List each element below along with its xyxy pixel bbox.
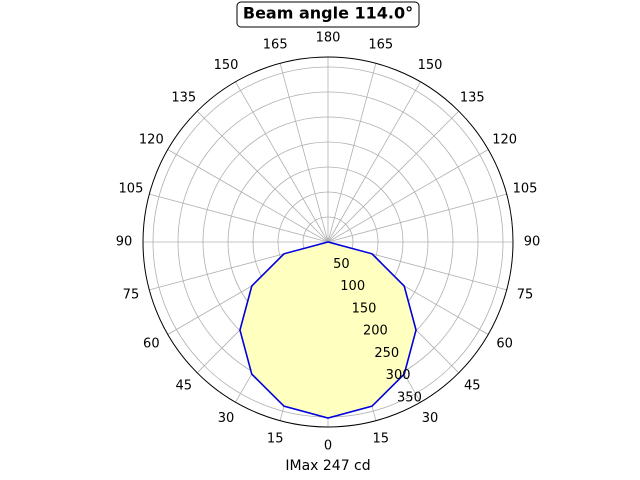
grid-spoke	[327, 63, 377, 243]
r-tick-label: 300	[386, 368, 411, 383]
theta-tick-label: 15	[373, 432, 390, 447]
r-tick-label: 350	[397, 390, 422, 405]
theta-tick-label: 75	[517, 287, 534, 302]
r-tick-label: 50	[333, 257, 350, 272]
r-tick-label: 200	[363, 324, 388, 339]
theta-tick-label: 0	[324, 439, 332, 454]
theta-tick-label: 120	[139, 133, 164, 148]
theta-tick-label: 105	[119, 182, 144, 197]
grid-spoke	[235, 81, 329, 243]
theta-tick-label: 45	[464, 379, 481, 394]
theta-tick-label: 60	[496, 337, 513, 352]
r-tick-label: 150	[352, 301, 377, 316]
chart-title: Beam angle 114.0°	[243, 4, 413, 23]
theta-tick-label: 105	[513, 182, 538, 197]
grid-spoke	[167, 149, 329, 243]
polar-frame	[142, 56, 514, 428]
theta-tick-label: 120	[492, 133, 517, 148]
theta-tick-label: 45	[175, 379, 192, 394]
series-area	[239, 242, 417, 418]
grid-spoke	[279, 63, 329, 243]
grid-spoke	[196, 110, 329, 243]
theta-tick-label: 135	[171, 90, 196, 105]
r-tick-label: 100	[340, 279, 365, 294]
grid-spoke	[149, 193, 329, 243]
theta-tick-label: 150	[418, 58, 443, 73]
theta-tick-label: 30	[218, 411, 235, 426]
theta-tick-label: 135	[460, 90, 485, 105]
theta-tick-label: 150	[214, 58, 239, 73]
series-line	[239, 241, 417, 419]
theta-tick-label: 30	[422, 411, 439, 426]
theta-tick-label: 60	[143, 337, 160, 352]
theta-tick-label: 165	[263, 37, 288, 52]
title-box	[236, 1, 420, 28]
theta-tick-label: 90	[524, 235, 541, 250]
grid-spoke	[327, 193, 507, 243]
theta-tick-label: 90	[116, 235, 133, 250]
theta-tick-label: 165	[368, 37, 393, 52]
x-axis-label: IMax 247 cd	[285, 458, 370, 474]
grid-spoke	[327, 110, 460, 243]
r-tick-label: 250	[374, 346, 399, 361]
theta-tick-label: 75	[123, 287, 140, 302]
grid-spoke	[327, 81, 421, 243]
grid-spoke	[327, 149, 489, 243]
theta-tick-label: 180	[316, 31, 341, 46]
theta-tick-label: 15	[267, 432, 284, 447]
